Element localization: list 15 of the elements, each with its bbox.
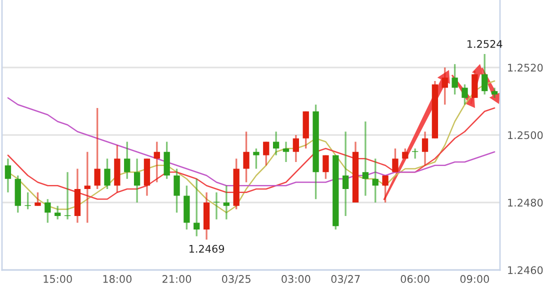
annotation: 1.2469 [189,244,224,253]
line-series [7,107,496,200]
x-tick-label: 03/25 [222,275,250,284]
x-tick-label: 18:00 [103,275,132,283]
x-tick-label: 09:00 [460,275,489,283]
x-tick-label: 03/27 [331,275,360,284]
x-tick-label: 15:00 [44,275,72,283]
x-tick-label: 06:00 [400,275,430,283]
y-tick-label: 1.2520 [508,64,543,72]
y-tick-label: 1.2460 [508,266,543,274]
x-tick-label: 03:00 [282,275,310,283]
annotation: 1.2524 [468,40,502,48]
y-tick-label: 1.2480 [508,198,543,207]
y-tick-label: 1.2500 [508,131,543,140]
x-tick-label: 21:00 [162,275,192,283]
